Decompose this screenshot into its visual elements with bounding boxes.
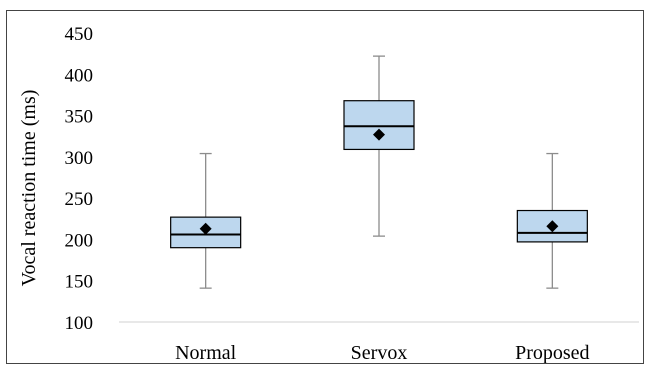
- chart-frame: Vocal reaction time (ms) 100 150 200 250 300…: [6, 10, 644, 364]
- category-label: Normal: [175, 342, 237, 363]
- category-labels: Normal Servox Proposed: [175, 342, 589, 363]
- box-plot-chart: Vocal reaction time (ms) 100 150 200 250 300…: [18, 24, 639, 363]
- category-label: Servox: [351, 342, 408, 363]
- box-proposed: [516, 152, 588, 289]
- y-tick-label: 400: [65, 65, 94, 86]
- y-tick-label: 250: [65, 189, 94, 210]
- mean-marker: [373, 128, 385, 141]
- y-tick-labels: 100 150 200 250 300 350 400 450: [65, 24, 94, 334]
- mean-marker: [199, 222, 212, 235]
- y-tick-label: 100: [65, 313, 94, 334]
- box-normal: [170, 152, 242, 289]
- y-tick-label: 150: [65, 272, 94, 293]
- y-tick-label: 350: [65, 107, 94, 128]
- category-label: Proposed: [515, 342, 589, 363]
- box-servox: [343, 55, 415, 237]
- y-tick-label: 300: [65, 148, 94, 169]
- y-tick-label: 200: [65, 230, 94, 251]
- y-axis-title: Vocal reaction time (ms): [18, 90, 40, 287]
- box-series: [170, 55, 588, 289]
- y-tick-label: 450: [65, 24, 94, 45]
- mean-marker: [546, 220, 559, 233]
- interquartile-box: [343, 100, 415, 151]
